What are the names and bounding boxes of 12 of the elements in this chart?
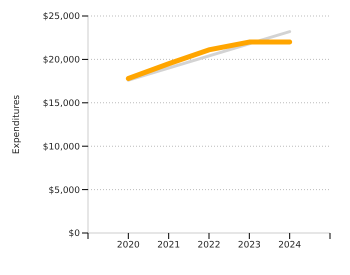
y-axis-title: Expenditures — [12, 94, 22, 154]
y-tick-label: $25,000 — [42, 12, 80, 22]
x-tick-label: 2024 — [278, 240, 302, 250]
x-tick-label: 2023 — [238, 240, 261, 250]
y-tick-label: $10,000 — [42, 142, 80, 152]
y-tick-label: $20,000 — [42, 56, 80, 66]
y-tick-label: $15,000 — [42, 98, 80, 109]
x-tick-label: 2020 — [116, 240, 140, 250]
x-tick-label: 2022 — [198, 240, 220, 250]
y-tick-label: $0 — [68, 229, 80, 240]
y-tick-label: $5,000 — [48, 186, 80, 196]
x-tick-label: 2021 — [157, 240, 180, 250]
